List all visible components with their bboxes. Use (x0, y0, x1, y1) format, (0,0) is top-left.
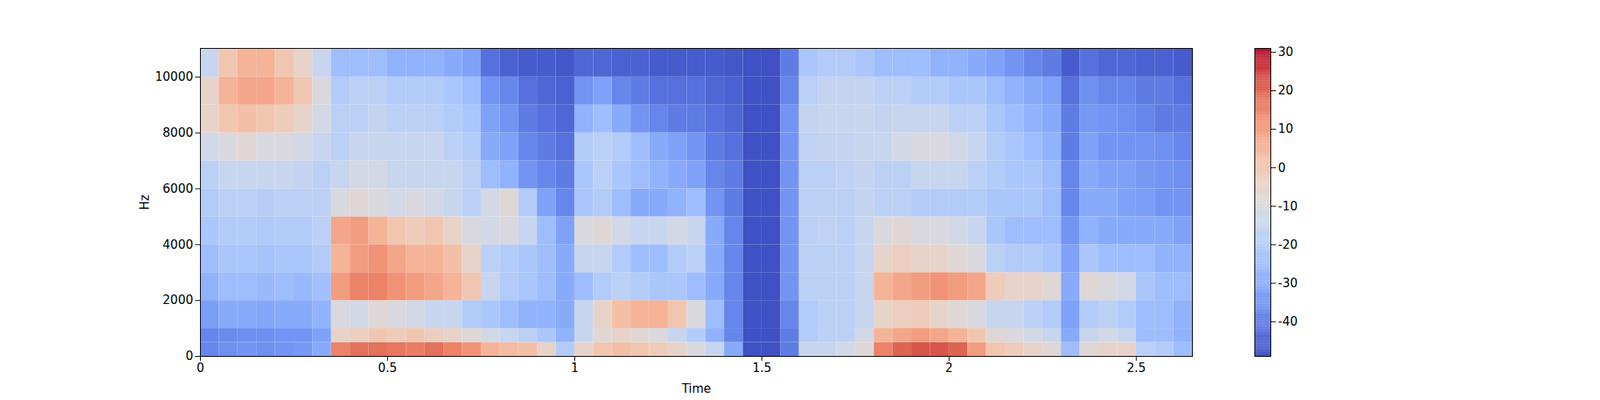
svg-text:20: 20 (1278, 83, 1294, 98)
svg-text:4000: 4000 (162, 237, 193, 252)
svg-text:0: 0 (185, 348, 194, 364)
svg-text:2: 2 (945, 360, 954, 376)
svg-text:1.5: 1.5 (752, 360, 772, 376)
svg-text:0: 0 (196, 360, 205, 376)
svg-text:-10: -10 (1278, 199, 1299, 214)
svg-text:-30: -30 (1278, 276, 1299, 291)
svg-text:Hz: Hz (137, 194, 152, 210)
svg-text:2.5: 2.5 (1126, 360, 1146, 376)
svg-text:-20: -20 (1278, 237, 1299, 252)
svg-text:30: 30 (1278, 44, 1294, 60)
svg-text:0.5: 0.5 (378, 360, 398, 376)
svg-text:8000: 8000 (162, 125, 193, 140)
svg-text:Time: Time (680, 381, 712, 396)
svg-text:6000: 6000 (162, 181, 193, 196)
svg-text:10000: 10000 (155, 69, 194, 84)
svg-text:2000: 2000 (162, 292, 193, 308)
svg-text:1: 1 (571, 360, 580, 376)
svg-text:0: 0 (1278, 160, 1287, 175)
svg-text:-40: -40 (1278, 314, 1299, 329)
svg-text:10: 10 (1278, 121, 1294, 136)
